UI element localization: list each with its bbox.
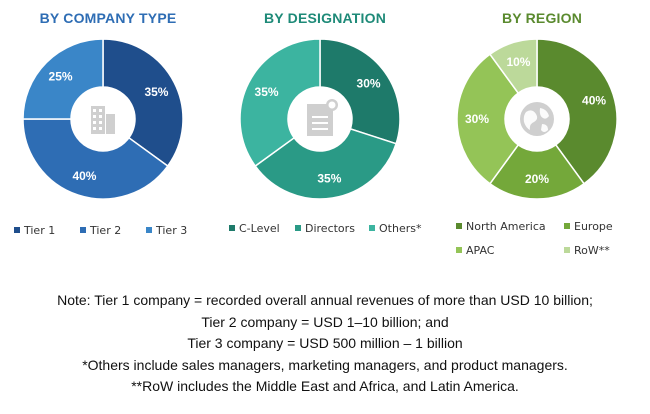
designation-title: BY DESIGNATION	[263, 10, 387, 26]
donut-slice-row	[488, 38, 538, 95]
legend-item-tier-1: Tier 1	[14, 224, 55, 237]
note-line-others: *Others include sales managers, marketin…	[82, 356, 568, 373]
legend-label: Tier 3	[156, 224, 188, 237]
donut-slice-europe	[488, 143, 586, 200]
slice-label-tier-1: 35%	[144, 85, 168, 99]
legend-item-directors: Directors	[295, 222, 355, 235]
legend-item-apac: APAC	[456, 244, 494, 257]
donut-slice-apac	[456, 53, 520, 185]
legend-item-row: RoW**	[564, 244, 610, 257]
slice-label-tier-2: 40%	[72, 169, 96, 183]
legend-label: APAC	[466, 244, 495, 257]
legend-swatch	[229, 225, 235, 231]
legend-label: Directors	[305, 222, 355, 235]
company-type-panel: BY COMPANY TYPE 35% 40% 25% Tier 1 Tier 2 …	[0, 0, 216, 270]
slice-label-europe: 20%	[525, 172, 549, 186]
legend-swatch	[146, 227, 152, 233]
donut-slice-others	[239, 38, 321, 168]
slice-label-tier-3: 25%	[49, 70, 73, 84]
region-legend: North America Europe APAC RoW**	[456, 220, 650, 260]
legend-item-tier-3: Tier 3	[146, 224, 187, 237]
region-title: BY REGION	[501, 10, 583, 26]
slice-label-others: 35%	[255, 85, 279, 99]
company-type-donut: 35% 40% 25%	[22, 38, 184, 200]
legend-swatch	[456, 223, 462, 229]
donut-slice-c-level	[319, 38, 401, 145]
donut-slice-tier-2	[22, 118, 169, 200]
legend-label: Tier 2	[90, 224, 122, 237]
legend-item-tier-2: Tier 2	[80, 224, 121, 237]
legend-item-c-level: C-Level	[229, 222, 280, 235]
globe-icon	[520, 102, 554, 136]
legend-item-north-america: North America	[456, 220, 546, 233]
donut-slice-tier-1	[102, 38, 184, 168]
legend-item-others: Others*	[369, 222, 421, 235]
slice-label-c-level: 30%	[357, 77, 381, 91]
donut-slice-tier-3	[22, 38, 104, 120]
company-type-legend: Tier 1 Tier 2 Tier 3	[14, 224, 214, 244]
legend-swatch	[564, 247, 570, 253]
legend-label: North America	[466, 220, 546, 233]
building-icon	[91, 106, 115, 134]
region-panel: BY REGION 40% 20% 30% 10% North America Eur…	[434, 0, 650, 270]
document-icon	[307, 99, 338, 136]
note-line-tier-1: Note: Tier 1 company = recorded overall …	[57, 292, 593, 308]
legend-swatch	[14, 227, 20, 233]
legend-swatch	[80, 227, 86, 233]
legend-item-europe: Europe	[564, 220, 613, 233]
donut-slice-north-america	[536, 38, 618, 185]
slice-label-row: 10%	[506, 55, 530, 69]
legend-swatch	[369, 225, 375, 231]
legend-label: Tier 1	[24, 224, 56, 237]
legend-label: C-Level	[239, 222, 280, 235]
slice-label-north-america: 40%	[582, 93, 606, 107]
legend-swatch	[564, 223, 570, 229]
designation-panel: BY DESIGNATION 30% 35% 35% C-Level Directo…	[217, 0, 433, 270]
legend-swatch	[295, 225, 301, 231]
designation-legend: C-Level Directors Others*	[229, 222, 433, 242]
legend-swatch	[456, 247, 462, 253]
region-donut: 40% 20% 30% 10%	[456, 38, 618, 200]
legend-label: RoW**	[574, 244, 610, 257]
footnote: Note: Tier 1 company = recorded overall …	[0, 290, 650, 398]
legend-label: Europe	[574, 220, 613, 233]
note-line-row: **RoW includes the Middle East and Afric…	[131, 378, 519, 394]
designation-donut: 30% 35% 35%	[239, 38, 401, 200]
donut-slice-directors	[254, 127, 398, 200]
slice-label-directors: 35%	[317, 171, 341, 185]
note-line-tier-3: Tier 3 company = USD 500 million – 1 bil…	[187, 335, 463, 351]
company-type-title: BY COMPANY TYPE	[39, 10, 177, 26]
slice-label-apac: 30%	[465, 112, 489, 126]
legend-label: Others*	[379, 222, 422, 235]
note-line-tier-2: Tier 2 company = USD 1–10 billion; and	[201, 313, 449, 330]
